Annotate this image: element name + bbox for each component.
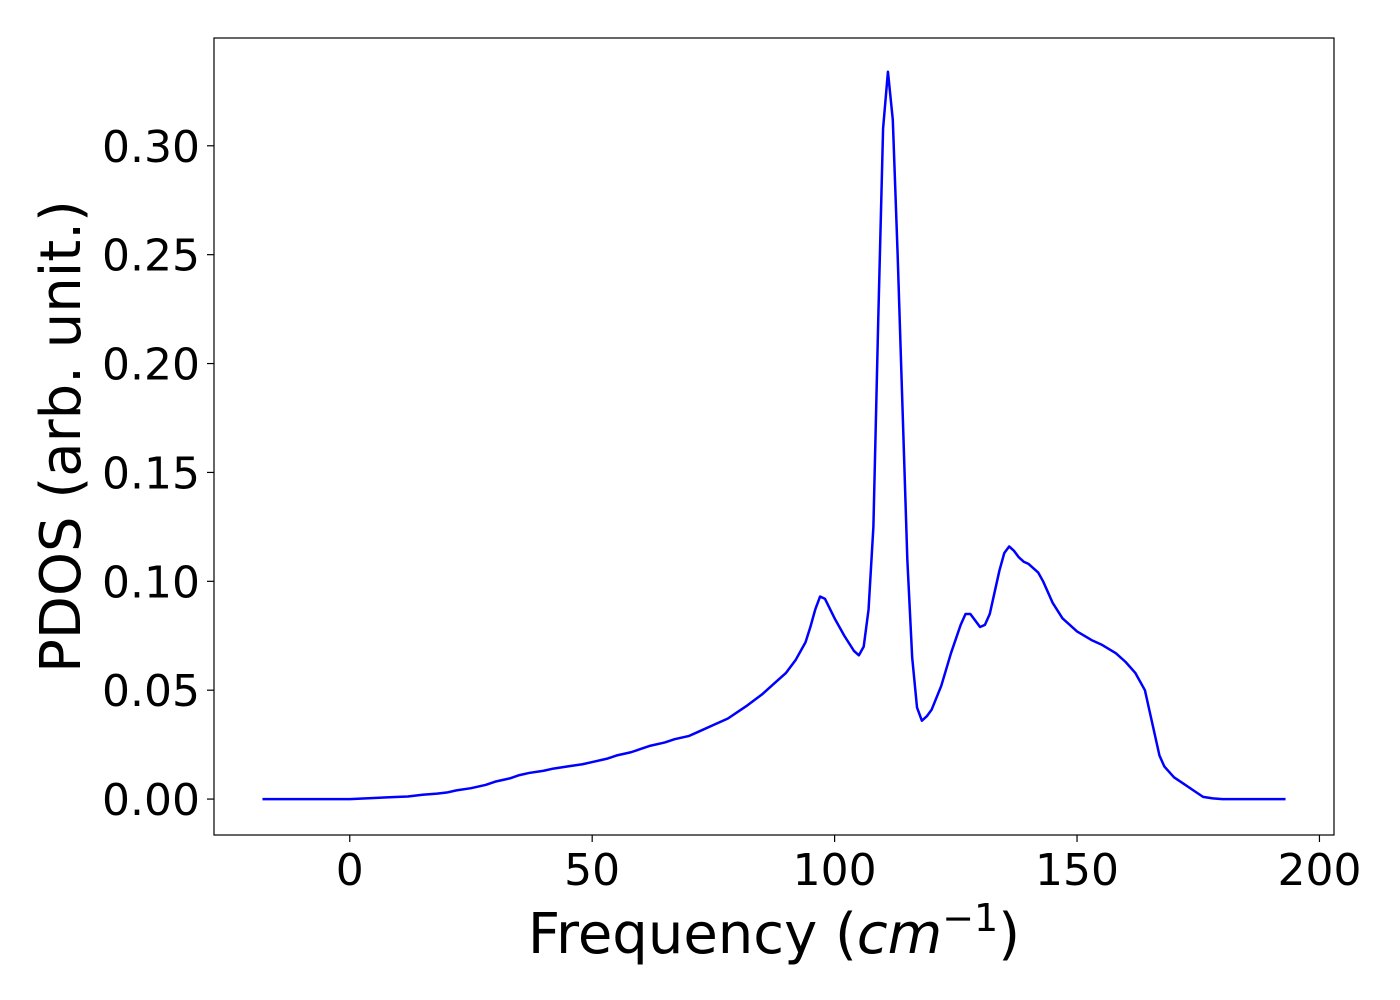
y-axis-label: PDOS (arb. unit.) (29, 200, 94, 673)
x-axis-label-exponent: −1 (942, 896, 998, 940)
x-axis-label-close: ) (998, 902, 1020, 967)
x-tick-label: 50 (564, 845, 620, 896)
x-axis-label-unit: cm (857, 902, 942, 967)
y-tick-label: 0.15 (102, 448, 200, 499)
y-axis-ticks: 0.00 0.05 0.10 0.15 0.20 0.25 0.30 (102, 122, 214, 826)
x-tick-label: 0 (336, 845, 364, 896)
x-tick-label: 200 (1277, 845, 1361, 896)
x-tick-label: 100 (793, 845, 877, 896)
y-tick-label: 0.25 (102, 231, 200, 282)
y-tick-label: 0.30 (102, 122, 200, 173)
plot-marks (262, 70, 1286, 801)
x-tick-label: 150 (1035, 845, 1119, 896)
y-tick-label: 0.10 (102, 557, 200, 608)
x-axis-label: Frequency (cm−1) (528, 896, 1020, 967)
pdos-series-line-0 (262, 70, 1286, 801)
y-tick-label: 0.05 (102, 666, 200, 717)
y-tick-label: 0.20 (102, 340, 200, 391)
plot-frame (213, 37, 1335, 836)
x-axis-ticks: 0 50 100 150 200 (336, 835, 1361, 896)
x-axis-label-text: Frequency ( (528, 902, 857, 967)
y-tick-label: 0.00 (102, 775, 200, 826)
